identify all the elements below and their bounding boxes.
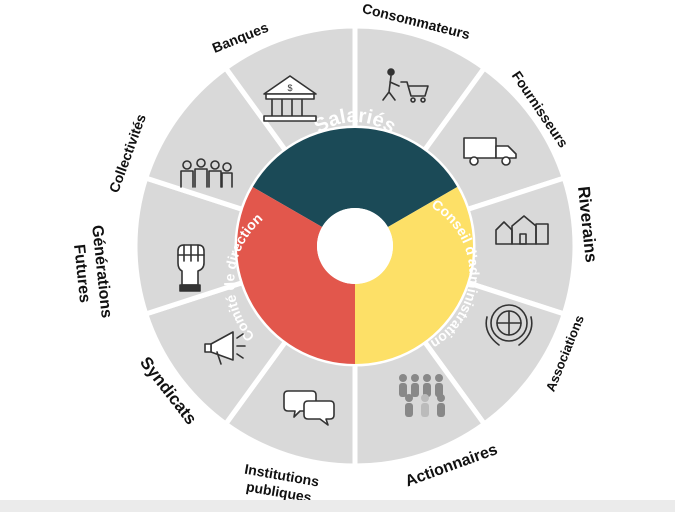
people-group-icon — [399, 374, 445, 417]
bottom-strip — [0, 500, 675, 512]
inner-segment — [236, 187, 355, 364]
inner-segment — [355, 187, 474, 364]
megaphone-icon — [204, 331, 246, 365]
svg-text:$: $ — [287, 83, 292, 93]
crowd-icon — [180, 158, 233, 188]
houses-icon — [495, 215, 549, 245]
delivery-truck-icon — [463, 137, 517, 166]
label-riverains: Riverains — [574, 185, 601, 263]
raised-fist-icon — [177, 244, 205, 292]
shopping-cart-icon — [382, 68, 429, 103]
inner-ring — [236, 127, 474, 364]
label-generations-futures: GénérationsFutures — [68, 224, 115, 321]
speech-bubbles-icon — [283, 390, 335, 426]
inner-segment — [252, 127, 458, 227]
un-emblem-icon — [485, 304, 533, 346]
center-hole — [317, 208, 393, 284]
bank-building-icon: $ — [263, 75, 317, 122]
